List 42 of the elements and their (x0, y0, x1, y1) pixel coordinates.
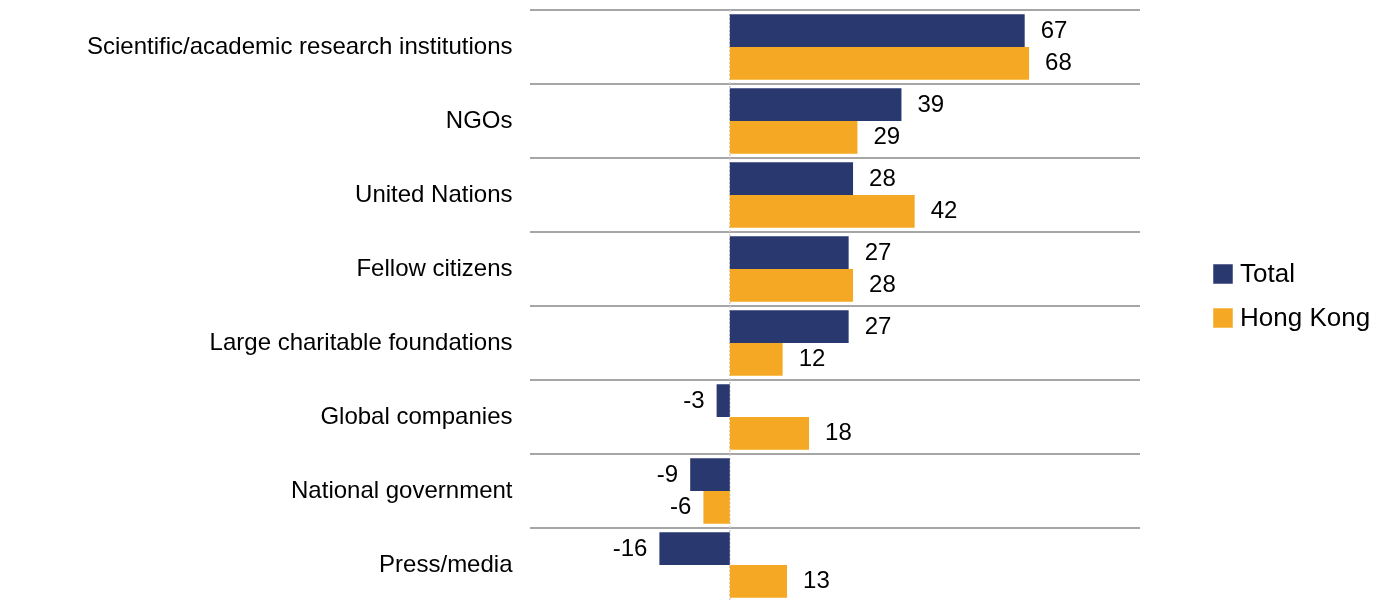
data-label: -6 (670, 492, 692, 520)
bar (729, 343, 783, 376)
bar (729, 14, 1025, 47)
data-label: 28 (869, 270, 896, 298)
y-tick-label: Global companies (320, 402, 513, 429)
data-label: 27 (864, 311, 892, 339)
data-label: 67 (1040, 15, 1068, 43)
bar (729, 162, 854, 195)
bar (729, 417, 810, 450)
data-label: 42 (930, 196, 958, 224)
data-label: 13 (803, 566, 830, 594)
bar (729, 121, 858, 154)
bar (729, 565, 788, 598)
y-tick-label: United Nations (355, 180, 513, 207)
y-tick-label: Press/media (379, 550, 514, 577)
bar (729, 195, 915, 228)
y-tick-label: Scientific/academic research institutions (86, 32, 513, 59)
bar (729, 236, 849, 269)
bar (729, 310, 849, 343)
y-tick-label: National government (291, 476, 513, 503)
data-label: -16 (612, 533, 648, 561)
bar (729, 88, 902, 121)
data-label: 27 (864, 237, 892, 265)
y-tick-label: Fellow citizens (356, 254, 513, 281)
data-label: 12 (798, 344, 826, 372)
y-tick-label: Large charitable foundations (209, 328, 513, 355)
bar (690, 458, 730, 491)
legend-label: Total (1240, 258, 1295, 288)
data-label: -3 (683, 385, 705, 413)
data-label: -9 (656, 459, 679, 487)
legend-label: Hong Kong (1240, 302, 1371, 332)
data-label: 39 (917, 89, 945, 117)
bar (703, 491, 730, 524)
bar (716, 384, 730, 417)
y-tick-label: NGOs (445, 106, 513, 133)
data-label: 29 (873, 122, 901, 150)
bar (729, 47, 1030, 80)
data-label: 68 (1045, 48, 1072, 76)
data-label: 28 (869, 163, 896, 191)
data-label: 18 (825, 418, 852, 446)
bar (729, 269, 854, 302)
bar (659, 532, 730, 565)
